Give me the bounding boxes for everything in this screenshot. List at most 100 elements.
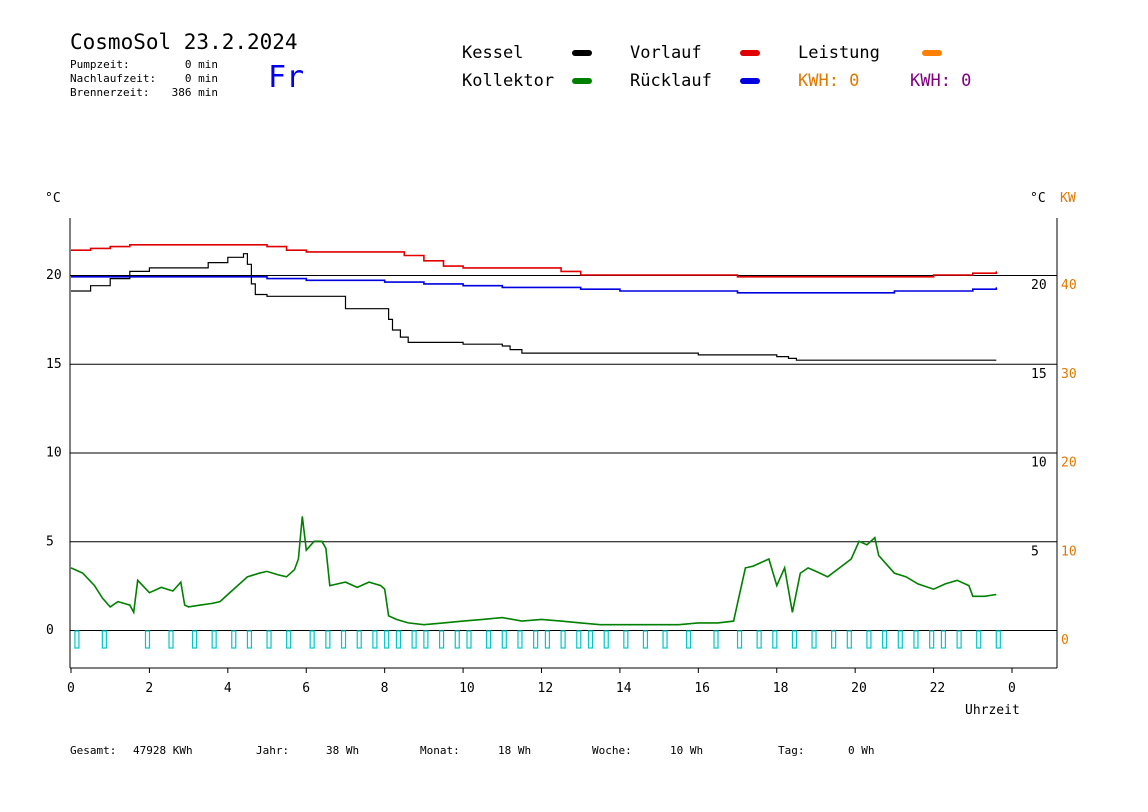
footer-jahr-value: 38 Wh	[326, 744, 360, 757]
pulse-marker	[713, 630, 719, 649]
y-tick-right-20: 20	[1031, 278, 1047, 293]
y-tick-right-5: 5	[1031, 544, 1039, 559]
pulse-marker	[168, 630, 174, 649]
pulse-marker	[501, 630, 507, 649]
y-tick-left-15: 15	[46, 357, 62, 372]
legend-kollektor-swatch	[572, 78, 592, 84]
pulse-marker	[995, 630, 1001, 649]
pulse-marker	[897, 630, 903, 649]
pulse-marker	[929, 630, 935, 649]
y-tick-right-10: 10	[1031, 456, 1047, 471]
x-tick-4: 8	[381, 681, 389, 696]
y-tick-right-15: 15	[1031, 367, 1047, 382]
pulse-marker	[913, 630, 919, 649]
y-tick-kw-10: 10	[1061, 544, 1077, 559]
pulse-marker	[772, 630, 778, 649]
pulse-marker	[623, 630, 629, 649]
pulse-marker	[266, 630, 272, 649]
pulse-marker	[866, 630, 872, 649]
y-tick-kw-40: 40	[1061, 278, 1077, 293]
footer-monat-value: 18 Wh	[498, 744, 532, 757]
legend-ruecklauf-swatch	[740, 78, 760, 84]
pulse-marker	[411, 630, 417, 649]
y-tick-left-5: 5	[46, 534, 54, 549]
pulse-marker	[642, 630, 649, 649]
footer-tag-value: 0 Wh	[848, 744, 875, 757]
pulse-marker	[325, 630, 331, 649]
pulse-marker	[791, 630, 798, 649]
pulse-marker	[438, 630, 445, 649]
footer-jahr-label: Jahr:	[256, 744, 290, 757]
series-kessel	[70, 253, 997, 361]
footer-monat-label: Monat:	[420, 744, 460, 757]
footer-tag-label: Tag:	[778, 744, 805, 757]
y-tick-kw-20: 20	[1061, 456, 1077, 471]
y-tick-kw-30: 30	[1061, 367, 1077, 382]
pulse-marker	[882, 630, 888, 649]
pulse-marker	[576, 630, 582, 649]
y-tick-kw-0: 0	[1061, 633, 1069, 648]
footer-woche-value: 10 Wh	[670, 744, 704, 757]
weekday-label: Fr	[268, 60, 305, 95]
pulse-marker	[231, 630, 237, 649]
pulse-marker	[466, 630, 472, 649]
x-tick-0: 0	[67, 681, 75, 696]
x-tick-3: 6	[302, 681, 310, 696]
series-kollektor	[70, 516, 997, 626]
right-kw-unit-label: KW	[1060, 191, 1076, 206]
stat-nachlaufzeit-value: 0 min	[184, 72, 218, 85]
pulse-marker	[340, 630, 347, 649]
legend-leistung-label: Leistung	[798, 43, 880, 63]
pulse-marker	[517, 630, 523, 649]
pulse-marker	[587, 630, 594, 649]
right-unit-label: °C	[1030, 191, 1046, 206]
x-tick-11: 22	[930, 681, 946, 696]
stat-pumpzeit-label: Pumpzeit:	[70, 58, 130, 71]
x-tick-10: 20	[851, 681, 867, 696]
pulse-marker	[976, 630, 982, 649]
x-tick-6: 12	[538, 681, 554, 696]
legend-kollektor-label: Kollektor	[462, 71, 555, 91]
legend-ruecklauf-label: Rücklauf	[630, 71, 712, 91]
y-tick-left-10: 10	[46, 446, 62, 461]
series-line	[71, 244, 998, 278]
legend-vorlauf-label: Vorlauf	[630, 43, 702, 63]
pulse-marker	[756, 630, 762, 649]
pulse-marker	[454, 630, 460, 649]
pulse-marker	[940, 630, 947, 649]
pulse-marker	[101, 630, 107, 649]
pulse-marker	[309, 630, 315, 649]
stat-brennerzeit-label: Brennerzeit:	[70, 86, 150, 99]
x-tick-5: 10	[459, 681, 475, 696]
footer-woche-label: Woche:	[592, 744, 632, 757]
pulse-marker	[685, 630, 692, 649]
series-rcklauf	[70, 276, 998, 294]
series-line	[70, 516, 997, 626]
pulse-marker	[956, 630, 962, 649]
pulse-marker	[560, 630, 566, 649]
legend-vorlauf-swatch	[740, 50, 760, 56]
pulse-marker	[384, 630, 390, 649]
series-line	[71, 276, 998, 294]
legend-kwh-purple: KWH: 0	[910, 71, 972, 91]
pulse-marker	[356, 630, 362, 649]
left-unit-label: °C	[45, 191, 61, 206]
pulse-marker	[662, 630, 668, 649]
pulse-marker	[246, 630, 253, 649]
pulse-marker	[533, 630, 539, 649]
pulse-marker	[486, 630, 492, 649]
x-tick-8: 16	[694, 681, 710, 696]
pulse-marker	[423, 630, 429, 649]
pulse-marker	[736, 630, 743, 649]
pulse-marker	[811, 630, 817, 649]
y-tick-left-0: 0	[46, 623, 54, 638]
stat-pumpzeit-value: 0 min	[184, 58, 218, 71]
pulse-marker	[544, 630, 551, 649]
pulse-marker	[191, 630, 198, 649]
pulse-marker	[395, 630, 402, 649]
legend-kwh-orange: KWH: 0	[798, 71, 860, 91]
footer-gesamt-label: Gesamt:	[70, 744, 117, 757]
legend-leistung-swatch	[922, 50, 942, 56]
pulse-marker	[211, 630, 217, 649]
x-tick-12: 0	[1008, 681, 1016, 696]
